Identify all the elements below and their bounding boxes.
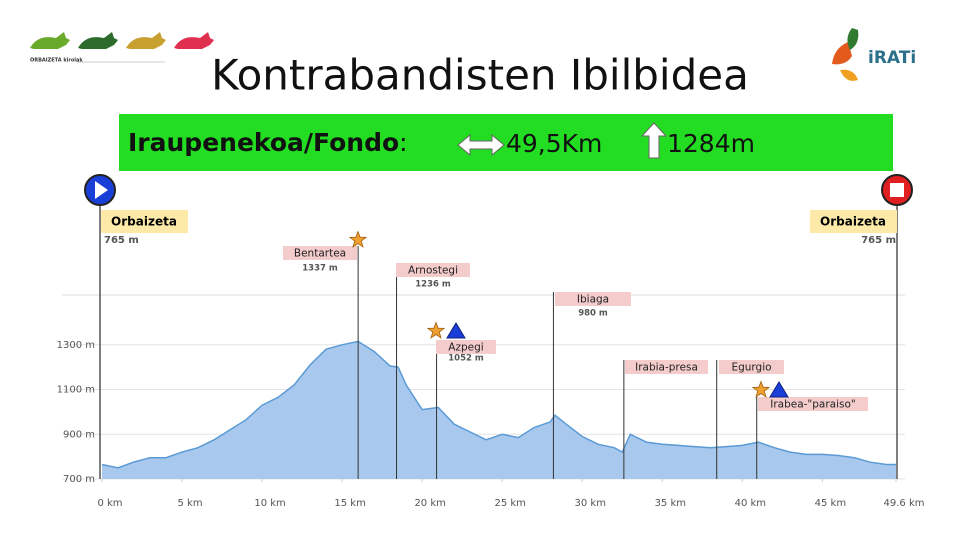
x-tick-label: 25 km [494, 498, 525, 509]
endpoint-name: Orbaizeta [111, 215, 177, 229]
banner-colon: : [399, 128, 407, 157]
waypoint-box [555, 292, 631, 306]
star-icon [348, 230, 368, 248]
waypoint-box [625, 360, 708, 374]
waypoint-label: Irabia-presa [635, 362, 698, 374]
x-tick-label: 35 km [655, 498, 686, 509]
x-tick-label: 5 km [178, 498, 203, 509]
banner [119, 114, 893, 171]
play-icon [95, 181, 108, 199]
waypoint-label: Arnostegi [408, 265, 458, 277]
banner-label: Iraupenekoa/Fondo [128, 128, 399, 157]
x-tick-label: 0 km [97, 498, 122, 509]
waypoint-box [436, 340, 496, 354]
waypoint-label: Ibiaga [577, 294, 609, 306]
endpoint-elevation: 765 m [861, 235, 896, 246]
endpoint-elevation: 765 m [104, 235, 139, 246]
waypoint-box [719, 360, 784, 374]
logo-right: iRATi [832, 28, 916, 81]
x-tick-label: 40 km [735, 498, 766, 509]
y-tick-label: 700 m [63, 474, 95, 485]
climb: 1284m [667, 129, 755, 158]
x-tick-label: 15 km [334, 498, 365, 509]
x-tick-label: 10 km [254, 498, 285, 509]
endpoint-name: Orbaizeta [820, 215, 886, 229]
triangle-icon [446, 322, 466, 339]
distance: 49,5Km [506, 129, 602, 158]
x-tick-label: 30 km [575, 498, 606, 509]
waypoint-label: Irabea-"paraiso" [770, 399, 856, 411]
waypoint-label: Egurgio [731, 362, 771, 374]
endpoint-box [810, 210, 897, 233]
logo-text: iRATi [868, 48, 916, 68]
waypoint-elevation: 1236 m [415, 280, 451, 290]
x-tick-label: 45 km [815, 498, 846, 509]
x-tick-label: 49.6 km [884, 498, 925, 509]
star-icon [751, 380, 771, 398]
x-tick-label: 20 km [414, 498, 445, 509]
waypoint-elevation: 980 m [578, 309, 608, 319]
waypoint-box [396, 263, 470, 277]
waypoint-elevation: 1337 m [302, 264, 338, 274]
y-tick-label: 1300 m [57, 340, 95, 351]
waypoint-box [283, 246, 357, 260]
waypoint-label: Bentartea [294, 248, 346, 260]
logo-left: ORBAIZETA kirolak [30, 32, 214, 64]
endpoint-box [101, 210, 188, 233]
y-tick-label: 900 m [63, 429, 95, 440]
stop-icon [890, 183, 904, 197]
waypoint-elevation: 1052 m [448, 354, 484, 364]
waypoint-label: Azpegi [448, 342, 483, 354]
logo-text: ORBAIZETA kirolak [30, 58, 83, 64]
elevation-line [101, 340, 896, 469]
star-icon [426, 321, 446, 339]
triangle-icon [769, 381, 789, 398]
elevation-area [102, 341, 896, 479]
title: Kontrabandisten Ibilbidea [211, 51, 749, 100]
waypoint-box [758, 397, 868, 411]
banner-text: Iraupenekoa/Fondo: [128, 128, 408, 157]
distance-icon [457, 133, 505, 157]
y-tick-label: 1100 m [57, 385, 95, 396]
climb-icon [640, 122, 668, 159]
